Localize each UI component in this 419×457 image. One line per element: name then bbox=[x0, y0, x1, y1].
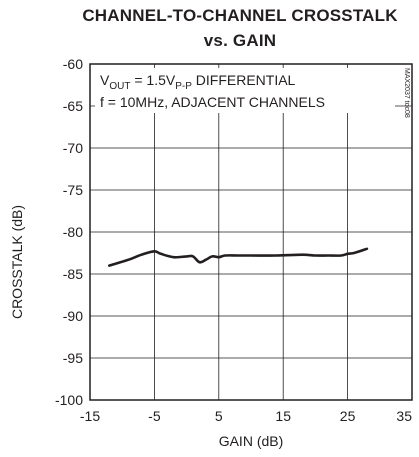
vout-symbol: V bbox=[100, 72, 110, 88]
x-axis-label: GAIN (dB) bbox=[219, 433, 284, 449]
y-tick-label-6: -90 bbox=[63, 308, 83, 324]
differential-label: DIFFERENTIAL bbox=[192, 72, 296, 88]
y-tick-label-7: -95 bbox=[63, 350, 83, 366]
annotation-background bbox=[95, 68, 395, 113]
y-tick-label-0: -60 bbox=[63, 56, 83, 72]
y-tick-label-4: -80 bbox=[63, 224, 83, 240]
vout-value: = 1.5V bbox=[130, 72, 175, 88]
x-tick-label-2: 5 bbox=[215, 408, 223, 424]
y-tick-label-1: -65 bbox=[63, 98, 83, 114]
y-tick-label-8: -100 bbox=[55, 392, 83, 408]
vout-subscript: OUT bbox=[109, 81, 130, 92]
annotation-conditions-line2: f = 10MHz, ADJACENT CHANNELS bbox=[100, 94, 325, 110]
y-tick-label-2: -70 bbox=[63, 140, 83, 156]
x-tick-label-3: 15 bbox=[275, 408, 291, 424]
chart-subtitle: vs. GAIN bbox=[204, 31, 276, 50]
x-tick-label-4: 25 bbox=[340, 408, 356, 424]
x-tick-label-0: -15 bbox=[80, 408, 100, 424]
annotation-conditions-line1: VOUT = 1.5VP-P DIFFERENTIAL bbox=[100, 72, 296, 92]
x-tick-labels: -15 -5 5 15 25 35 bbox=[80, 408, 412, 424]
y-tick-label-5: -85 bbox=[63, 266, 83, 282]
vpp-subscript: P-P bbox=[175, 81, 192, 92]
chart-title: CHANNEL-TO-CHANNEL CROSSTALK bbox=[82, 6, 398, 25]
x-tick-label-5: 35 bbox=[396, 408, 412, 424]
x-tick-label-1: -5 bbox=[148, 408, 161, 424]
y-tick-label-3: -75 bbox=[63, 182, 83, 198]
grid-lines bbox=[89, 63, 413, 401]
plot-frame bbox=[89, 63, 413, 401]
y-tick-labels: -60 -65 -70 -75 -80 -85 -90 -95 -100 bbox=[55, 56, 83, 408]
figure-watermark: MAX2037 toc08 bbox=[403, 68, 410, 118]
crosstalk-series-line bbox=[108, 247, 369, 267]
y-axis-label: CROSSTALK (dB) bbox=[9, 205, 25, 319]
